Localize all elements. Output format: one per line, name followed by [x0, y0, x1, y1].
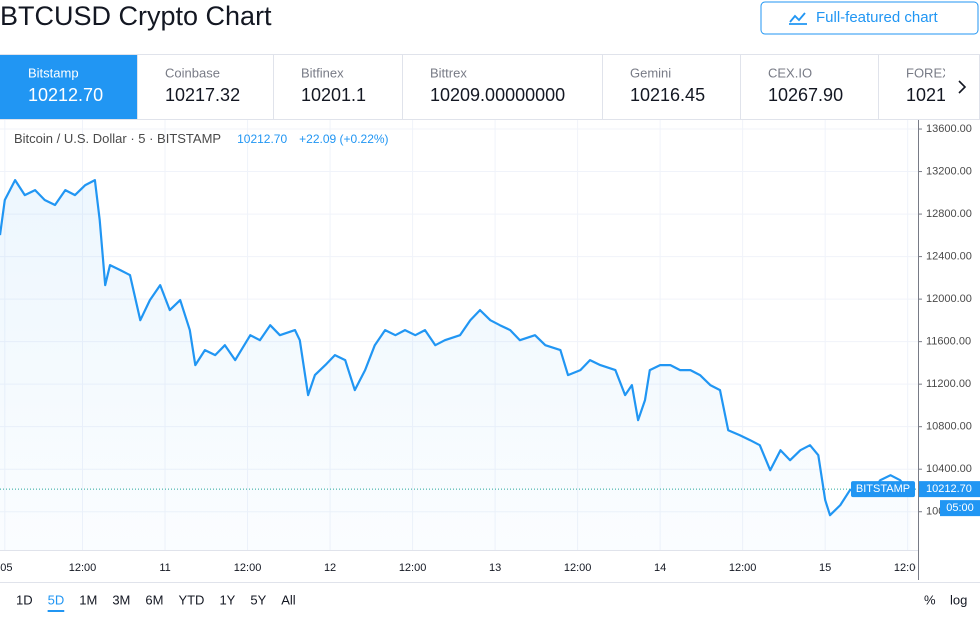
x-tick-label: 12:00 [234, 562, 262, 574]
x-tick-label: 13 [489, 562, 501, 574]
legend-item: +22.09 (+0.22%) [299, 132, 388, 146]
scale-option[interactable]: log [950, 592, 967, 607]
exchange-tab[interactable]: Coinbase 10217.32 [137, 55, 273, 119]
range-button[interactable]: 6M [145, 592, 163, 607]
range-button[interactable]: YTD [178, 592, 204, 607]
chart-icon [789, 12, 807, 25]
exchange-tabs: Bitstamp 10212.70 Coinbase 10217.32 Bitfinex… [0, 55, 980, 119]
x-tick-label: 12:00 [69, 562, 97, 574]
exchange-price[interactable]: 1021 [906, 85, 946, 105]
price-area [0, 180, 911, 550]
exchange-name[interactable]: Coinbase [165, 65, 220, 80]
y-tick-label: 12400.00 [926, 251, 972, 263]
y-tick-label: 11200.00 [926, 378, 971, 390]
countdown-label: 05:00 [946, 502, 974, 514]
series-badge [851, 481, 915, 498]
y-tick-label: 10400.00 [926, 463, 972, 475]
y-tick-label: 13200.00 [926, 165, 972, 177]
time-axis: :05 12:00 11 12:00 12 12:00 13 12:00 14 12:00 15 12… [0, 562, 922, 574]
series-badge-label: BITSTAMP [856, 483, 910, 495]
price-badge [919, 481, 980, 498]
price-line [0, 179, 911, 517]
tab-bg[interactable] [273, 55, 402, 119]
exchange-tab[interactable]: Bittrex 10209.00000000 [402, 55, 602, 119]
range-button[interactable]: 1D [16, 592, 33, 607]
series [0, 179, 911, 550]
legend: Bitcoin / U.S. Dollar · 5 · BITSTAMP 1021… [14, 131, 389, 146]
exchange-price[interactable]: 10209.00000000 [430, 85, 565, 105]
y-tick-label: 10800.00 [926, 421, 972, 433]
exchange-name[interactable]: Bitstamp [28, 65, 79, 80]
legend-item: Bitcoin / U.S. Dollar · 5 · BITSTAMP [14, 131, 221, 146]
scale-option[interactable]: % [924, 592, 936, 607]
exchange-name[interactable]: CEX.IO [768, 65, 812, 80]
y-tick-label: 13600.00 [926, 123, 972, 135]
exchange-tab[interactable]: Bitfinex 10201.1 [273, 55, 402, 119]
range-button[interactable]: 5Y [250, 592, 266, 607]
tab-bg[interactable] [602, 55, 740, 119]
x-tick-label: 11 [159, 562, 170, 574]
range-button[interactable]: All [281, 592, 296, 607]
exchange-price[interactable]: 10212.70 [28, 85, 103, 105]
exchange-price[interactable]: 10216.45 [630, 85, 705, 105]
x-tick-label: :05 [0, 562, 12, 574]
button-label[interactable]: Full-featured chart [816, 9, 939, 26]
exchange-name[interactable]: Bitfinex [301, 65, 344, 80]
range-buttons: 1D 5D 1M 3M 6M YTD 1Y 5Y All% log [16, 592, 967, 612]
exchange-name[interactable]: Bittrex [430, 65, 467, 80]
exchange-tab[interactable]: CEX.IO 10267.90 [740, 55, 878, 119]
exchange-name[interactable]: Gemini [630, 65, 671, 80]
button-frame[interactable] [760, 1, 979, 35]
tab-bg[interactable] [402, 55, 602, 119]
x-tick-label: 12 [324, 562, 336, 574]
exchange-price[interactable]: 10201.1 [301, 85, 366, 105]
tab-bg[interactable] [0, 55, 137, 119]
legend-item: 10212.70 [237, 132, 287, 146]
exchange-tab[interactable]: Bitstamp 10212.70 [0, 55, 137, 119]
x-tick-label: 12:00 [564, 562, 592, 574]
x-tick-label: 12:00 [729, 562, 757, 574]
scroll-arrow[interactable] [958, 80, 967, 94]
exchange-tab[interactable]: Gemini 10216.45 [602, 55, 740, 119]
plot: 10000.0010400.0010800.0011200.0011600.00… [0, 120, 980, 580]
tab-bg[interactable] [740, 55, 878, 119]
x-tick-label: 15 [819, 562, 831, 574]
countdown-badge [940, 500, 980, 517]
y-tick-label: 12000.00 [926, 293, 972, 305]
range-bar [0, 582, 980, 620]
range-button[interactable]: 3M [112, 592, 130, 607]
exchange-price[interactable]: 10267.90 [768, 85, 843, 105]
exchange-name[interactable]: FOREX [906, 65, 951, 80]
price-badge-label: 10212.70 [926, 483, 972, 495]
range-button[interactable]: 1M [79, 592, 97, 607]
exchange-price[interactable]: 10217.32 [165, 85, 240, 105]
full-chart-button[interactable]: Full-featured chart [760, 1, 979, 35]
y-tick-label: 11600.00 [926, 336, 971, 348]
scroll-area[interactable] [945, 55, 979, 119]
range-button[interactable]: 1Y [219, 592, 235, 607]
x-tick-label: 14 [654, 562, 666, 574]
tab-bg[interactable] [878, 55, 980, 119]
range-button[interactable]: 5D [48, 592, 65, 607]
y-tick-label: 12800.00 [926, 208, 972, 220]
x-tick-label: 12:00 [894, 562, 922, 574]
x-tick-label: 12:00 [399, 562, 427, 574]
tab-bg[interactable] [137, 55, 273, 119]
exchange-tab[interactable]: FOREX 1021 [878, 55, 980, 119]
page-title: BTCUSD Crypto Chart [0, 1, 272, 31]
